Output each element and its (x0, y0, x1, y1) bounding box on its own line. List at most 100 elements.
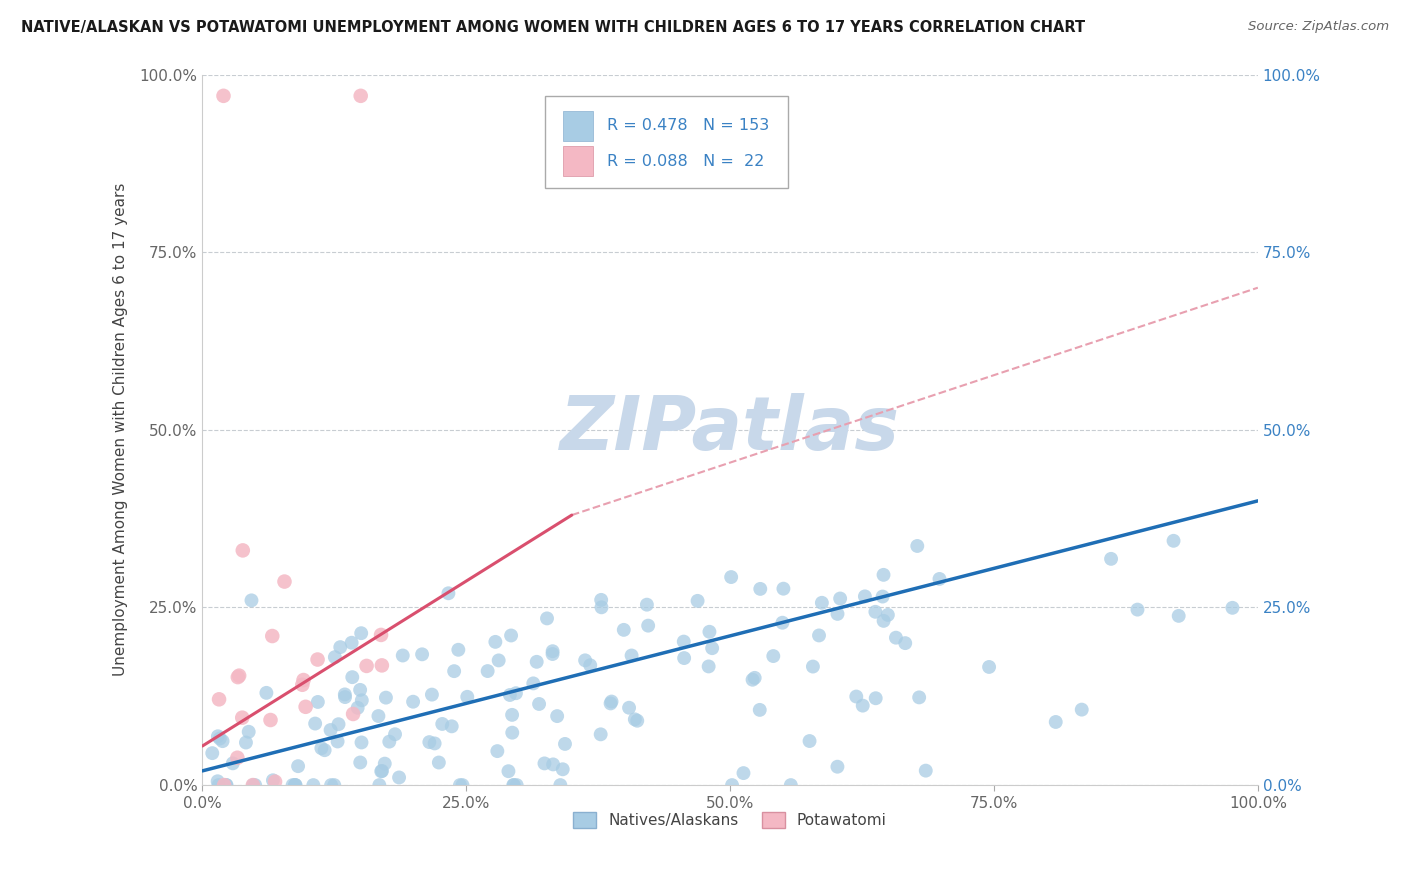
Point (420, 688, 443, 702)
Point (388, 771, 411, 785)
Point (402, 695, 425, 709)
Point (449, 778, 471, 792)
Point (226, 751, 249, 765)
Point (208, 692, 231, 706)
Point (865, 605, 887, 619)
Point (488, 653, 510, 667)
Point (872, 614, 894, 628)
Point (499, 688, 522, 702)
Point (254, 686, 277, 700)
Point (378, 734, 401, 748)
Point (207, 778, 229, 792)
Point (673, 651, 696, 665)
Point (702, 641, 724, 656)
Point (235, 735, 257, 749)
Point (440, 719, 463, 733)
FancyBboxPatch shape (564, 111, 593, 141)
Point (928, 572, 950, 586)
Point (284, 778, 307, 792)
Point (215, 778, 238, 792)
Point (914, 764, 936, 778)
Point (853, 590, 876, 604)
Point (591, 593, 613, 607)
Point (329, 640, 352, 654)
Text: R = 0.088   N =  22: R = 0.088 N = 22 (606, 153, 763, 169)
Point (340, 636, 363, 650)
Point (1126, 602, 1149, 616)
Legend: Natives/Alaskans, Potawatomi: Natives/Alaskans, Potawatomi (568, 806, 893, 834)
Point (551, 762, 574, 776)
Point (762, 649, 785, 664)
Point (238, 724, 260, 739)
Text: Source: ZipAtlas.com: Source: ZipAtlas.com (1249, 20, 1389, 33)
Point (484, 635, 506, 649)
Point (291, 678, 314, 692)
Point (498, 764, 520, 779)
Point (613, 623, 636, 637)
Point (624, 712, 647, 726)
Point (264, 774, 287, 789)
Point (287, 759, 309, 773)
Point (423, 736, 446, 750)
Point (451, 778, 474, 792)
Point (437, 586, 460, 600)
Point (872, 590, 894, 604)
Point (522, 676, 544, 690)
FancyBboxPatch shape (564, 146, 593, 176)
Point (349, 756, 371, 770)
Point (779, 778, 801, 792)
Point (226, 670, 249, 684)
Point (977, 660, 1000, 674)
Point (1045, 714, 1067, 729)
Point (323, 778, 346, 792)
Point (302, 778, 325, 792)
Point (333, 690, 356, 704)
Point (1099, 552, 1122, 566)
Point (772, 582, 794, 596)
FancyBboxPatch shape (546, 95, 789, 188)
Point (292, 673, 315, 687)
Point (554, 737, 576, 751)
Point (636, 598, 658, 612)
Point (872, 567, 894, 582)
Point (447, 642, 470, 657)
Point (201, 746, 224, 760)
Y-axis label: Unemployment Among Women with Children Ages 6 to 17 years: Unemployment Among Women with Children A… (114, 183, 128, 676)
Point (370, 628, 392, 642)
Point (721, 778, 744, 792)
Point (262, 773, 284, 788)
Point (599, 697, 621, 711)
Point (319, 778, 342, 792)
Point (686, 594, 709, 608)
Point (411, 648, 433, 662)
Point (262, 629, 284, 643)
Point (505, 778, 527, 792)
Point (443, 664, 465, 678)
Point (384, 727, 406, 741)
Point (208, 731, 231, 746)
Point (908, 690, 931, 705)
Point (1163, 533, 1185, 548)
Point (304, 716, 326, 731)
Point (294, 699, 316, 714)
Point (328, 717, 350, 731)
Point (526, 655, 548, 669)
Point (830, 591, 852, 606)
Point (391, 648, 413, 663)
Point (368, 778, 391, 792)
Point (342, 706, 364, 721)
Point (574, 653, 596, 667)
Point (600, 694, 623, 708)
Point (699, 624, 721, 639)
Point (284, 778, 307, 792)
Point (311, 741, 333, 756)
Point (749, 582, 772, 596)
Point (314, 743, 336, 757)
Point (541, 644, 564, 658)
Point (240, 593, 263, 607)
Point (620, 648, 643, 663)
Point (617, 700, 640, 714)
Point (541, 647, 564, 661)
Point (370, 764, 392, 779)
Point (207, 729, 229, 743)
